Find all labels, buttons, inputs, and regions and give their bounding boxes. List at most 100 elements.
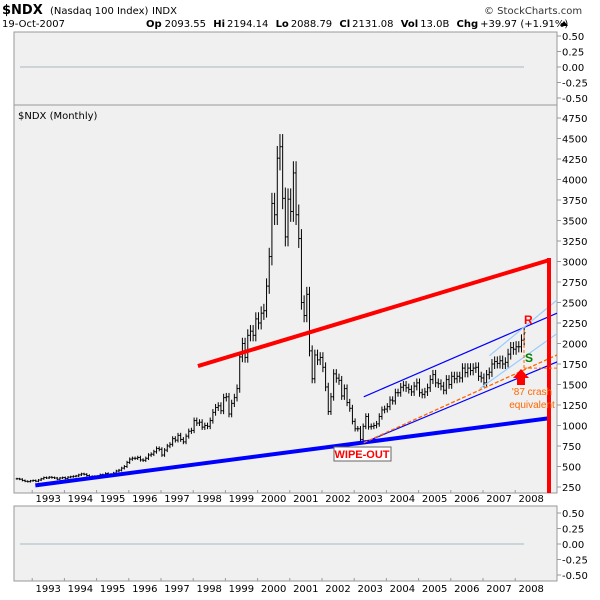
price-bar xyxy=(42,476,46,480)
x-tick-label: 1995 xyxy=(100,494,125,505)
hi-value: 2194.14 xyxy=(227,19,268,30)
price-bar xyxy=(388,396,392,411)
price-bar xyxy=(479,371,483,383)
price-bar xyxy=(171,436,174,447)
lower-x-tick-label: 1996 xyxy=(132,584,157,595)
price-bar xyxy=(458,371,462,383)
price-bar xyxy=(310,345,314,384)
price-bar xyxy=(284,187,287,247)
lower-x-tick-label: 2001 xyxy=(293,584,318,595)
crash-label-line2: equivalent xyxy=(509,400,555,411)
price-bar xyxy=(445,375,448,395)
price-bar xyxy=(275,145,279,226)
price-bar xyxy=(47,476,51,480)
price-bar xyxy=(26,480,30,483)
price-bar xyxy=(506,348,510,368)
vol-value: 13.0B xyxy=(420,19,449,30)
price-bar xyxy=(219,402,223,415)
price-bar xyxy=(222,393,225,415)
lo-value: 2088.79 xyxy=(291,19,332,30)
price-bar xyxy=(286,188,290,247)
price-bar xyxy=(402,381,405,392)
price-bar xyxy=(144,456,148,462)
lower-x-tick-label: 2005 xyxy=(422,584,447,595)
price-bar xyxy=(85,473,89,477)
y-tick-label: 2750 xyxy=(562,278,587,289)
y-tick-label: 500 xyxy=(562,463,581,474)
price-bar xyxy=(404,381,408,392)
price-bar xyxy=(203,422,207,430)
price-bar xyxy=(61,476,64,480)
exchange: INDX xyxy=(152,6,177,17)
x-tick-label: 2000 xyxy=(261,494,286,505)
y-tick-label: 1750 xyxy=(562,360,587,371)
price-bar xyxy=(391,396,394,405)
r-label: R xyxy=(524,313,533,327)
price-bar xyxy=(372,422,376,430)
op-label: Op xyxy=(146,19,162,30)
price-bar xyxy=(187,428,191,439)
lo-label: Lo xyxy=(276,19,289,30)
lower-x-tick-label: 2008 xyxy=(518,584,543,595)
price-bar xyxy=(316,349,319,366)
price-bar xyxy=(251,325,255,342)
lower-y-tick-label: -0.50 xyxy=(562,571,588,582)
y-tick-label: 4750 xyxy=(562,114,587,125)
price-bar xyxy=(423,387,427,399)
price-bar xyxy=(208,417,212,430)
price-bar xyxy=(501,355,504,370)
hi-label: Hi xyxy=(213,19,225,30)
price-bar xyxy=(326,382,330,415)
trendline-light-blue-lower xyxy=(479,333,558,390)
price-bar xyxy=(273,192,276,226)
index-name: (Nasdaq 100 Index) xyxy=(50,6,149,17)
main-panel xyxy=(13,104,558,494)
price-bar xyxy=(66,476,70,480)
price-bar xyxy=(257,312,260,330)
price-bar xyxy=(69,475,72,479)
price-bar xyxy=(369,423,373,430)
panel-title: $NDX (Monthly) xyxy=(18,111,98,122)
price-bar xyxy=(300,229,303,310)
price-bar xyxy=(160,447,164,457)
price-bar xyxy=(216,402,220,411)
price-bar xyxy=(265,278,268,318)
price-bar xyxy=(410,385,413,396)
price-bar xyxy=(466,363,470,378)
price-bar xyxy=(249,325,252,342)
cl-value: 2131.08 xyxy=(352,19,393,30)
price-bar xyxy=(182,437,185,445)
price-bar xyxy=(168,442,172,449)
price-bar xyxy=(351,404,354,425)
ohlc-line: Op 2093.55 Hi 2194.14 Lo 2088.79 Cl 2131.08 … xyxy=(146,19,568,30)
red-up-arrow-icon xyxy=(513,369,529,385)
x-tick-label: 2001 xyxy=(293,494,318,505)
y-tick-label: 3000 xyxy=(562,258,587,269)
price-bar xyxy=(179,432,182,442)
lower-x-tick-label: 1993 xyxy=(35,584,60,595)
lower-x-axis: 1993 1994 1995 1996 1997 1998 1999 2000 2001 2002… xyxy=(31,578,544,595)
price-bar xyxy=(294,161,298,226)
price-bar xyxy=(428,375,432,392)
price-bar xyxy=(233,393,236,408)
lower-y-axis: 0.50 0.25 0.00 -0.25 -0.50 xyxy=(557,509,588,582)
price-bar xyxy=(512,342,515,355)
price-bar xyxy=(412,381,416,396)
price-bar xyxy=(136,455,140,461)
price-bar xyxy=(509,342,513,360)
cl-label: Cl xyxy=(339,19,350,30)
price-bar xyxy=(18,477,21,481)
lower-x-tick-label: 1999 xyxy=(229,584,254,595)
y-tick-label: 3250 xyxy=(562,237,587,248)
price-bar xyxy=(141,458,145,462)
price-bar xyxy=(214,403,217,416)
price-bar xyxy=(211,409,215,424)
price-bar xyxy=(281,134,284,210)
price-bar xyxy=(396,388,400,397)
price-bar xyxy=(345,384,349,407)
price-bar xyxy=(407,383,411,394)
price-bar xyxy=(359,426,362,442)
price-bar xyxy=(238,351,242,393)
price-bar xyxy=(514,341,518,355)
